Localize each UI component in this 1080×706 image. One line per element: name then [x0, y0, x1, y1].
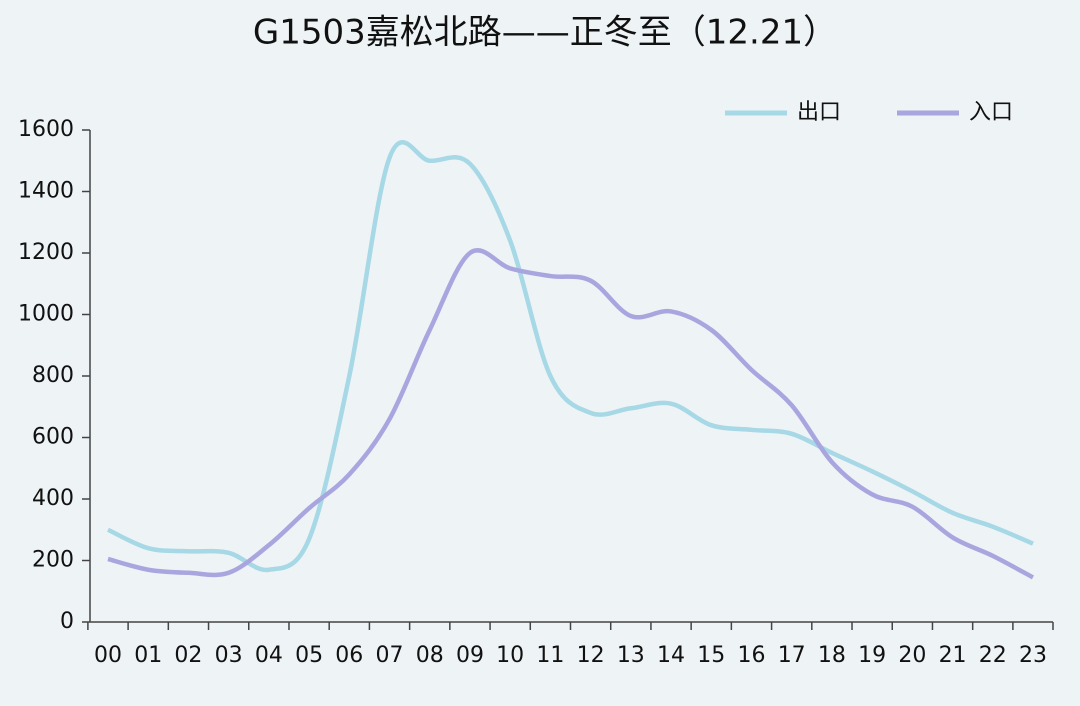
- x-tick-label: 05: [295, 643, 323, 668]
- x-tick-label: 14: [657, 643, 685, 668]
- y-tick-label: 200: [32, 548, 74, 573]
- x-tick-label: 08: [416, 643, 444, 668]
- x-tick-label: 22: [979, 643, 1007, 668]
- x-tick-label: 19: [858, 643, 886, 668]
- x-tick-label: 09: [456, 643, 484, 668]
- x-tick-label: 18: [818, 643, 846, 668]
- x-tick-label: 00: [94, 643, 122, 668]
- x-tick-label: 21: [939, 643, 967, 668]
- x-tick-label: 23: [1019, 643, 1047, 668]
- y-tick-label: 600: [32, 425, 74, 450]
- series-line: [107, 248, 1035, 580]
- x-tick-label: 13: [617, 643, 645, 668]
- x-tick-label: 11: [536, 643, 564, 668]
- x-tick-label: 20: [898, 643, 926, 668]
- legend-label: 入口: [969, 100, 1013, 125]
- x-tick-label: 04: [255, 643, 283, 668]
- x-tick-label: 02: [174, 643, 202, 668]
- x-tick-label: 15: [697, 643, 725, 668]
- x-tick-label: 10: [496, 643, 524, 668]
- x-tick-label: 07: [376, 643, 404, 668]
- y-tick-label: 1400: [18, 179, 74, 204]
- series-line: [107, 140, 1034, 573]
- y-tick-label: 0: [60, 609, 74, 634]
- x-tick-label: 12: [577, 643, 605, 668]
- x-tick-label: 03: [215, 643, 243, 668]
- y-tick-label: 1600: [18, 117, 74, 142]
- y-tick-label: 800: [32, 363, 74, 388]
- y-tick-label: 1200: [18, 240, 74, 265]
- y-tick-label: 400: [32, 486, 74, 511]
- x-tick-label: 17: [778, 643, 806, 668]
- x-tick-label: 01: [134, 643, 162, 668]
- chart-title: G1503嘉松北路——正冬至（12.21）: [253, 13, 837, 53]
- x-tick-label: 06: [335, 643, 363, 668]
- y-tick-label: 1000: [18, 302, 74, 327]
- legend-label: 出口: [797, 100, 841, 125]
- x-tick-label: 16: [737, 643, 765, 668]
